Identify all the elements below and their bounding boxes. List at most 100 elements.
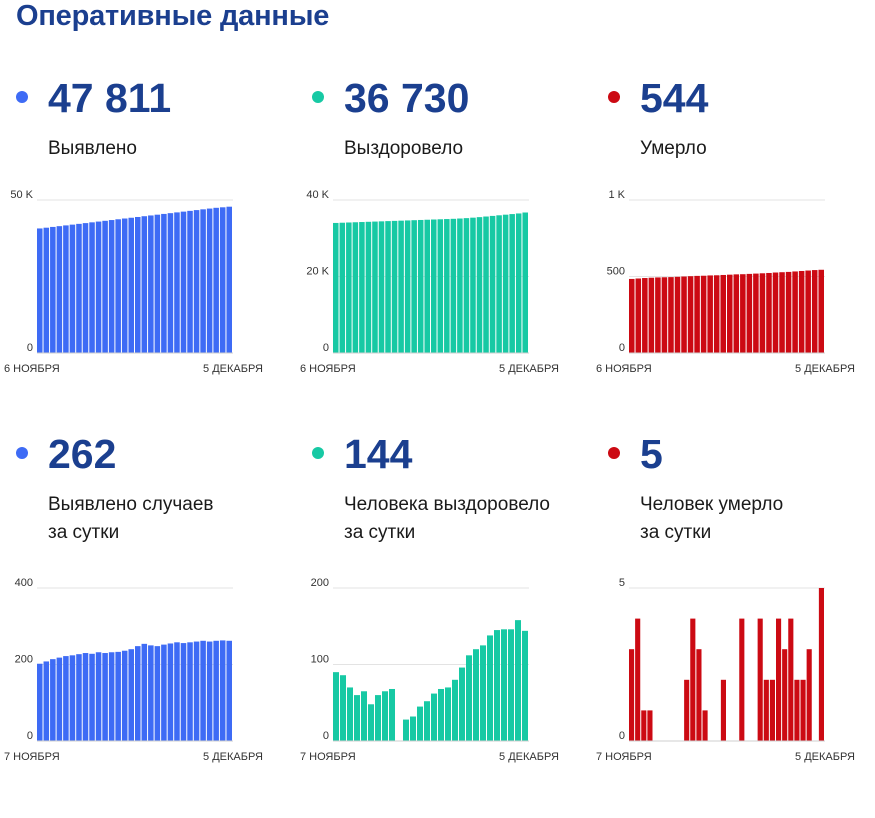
bar xyxy=(219,640,226,741)
bar xyxy=(187,642,193,741)
bar xyxy=(391,220,398,353)
bar xyxy=(759,273,766,353)
bar xyxy=(382,691,388,741)
bar xyxy=(76,654,82,741)
bar xyxy=(95,652,102,741)
y-tick-label: 20 K xyxy=(306,266,329,278)
bar xyxy=(763,679,769,741)
legend-dot xyxy=(16,91,28,103)
y-tick-label: 100 xyxy=(311,654,329,666)
bar xyxy=(43,227,50,353)
bar xyxy=(772,272,779,353)
bar xyxy=(417,706,423,741)
bar xyxy=(424,701,430,741)
bar xyxy=(720,679,726,741)
bar xyxy=(102,653,108,741)
bar xyxy=(466,655,472,741)
bar xyxy=(398,220,404,353)
bar xyxy=(438,688,444,741)
bar xyxy=(95,221,102,353)
bar xyxy=(727,274,733,353)
bar xyxy=(647,710,653,741)
bar xyxy=(193,210,200,353)
bar xyxy=(56,657,63,741)
bar xyxy=(82,223,89,353)
bar xyxy=(746,273,753,353)
stat-label: Выявлено xyxy=(48,138,137,159)
y-tick-label: 5 xyxy=(619,577,625,589)
bar-chart: 0 50 K 6 НОЯБРЯ 5 ДЕКАБРЯ xyxy=(4,189,263,375)
bar xyxy=(450,218,457,353)
bar xyxy=(480,645,486,741)
bar xyxy=(515,213,522,353)
bar xyxy=(108,652,115,741)
bar xyxy=(733,274,740,353)
x-tick-label-start: 6 НОЯБРЯ xyxy=(596,363,652,375)
bar xyxy=(501,629,507,741)
bar xyxy=(522,630,528,741)
x-tick-label-end: 5 ДЕКАБРЯ xyxy=(795,363,855,375)
bar xyxy=(375,695,381,741)
bar xyxy=(776,618,782,741)
bar xyxy=(50,659,56,741)
bar xyxy=(757,618,763,741)
bar xyxy=(806,649,812,741)
stat-card: 36 730 Выздоровело 0 20 K 40 K 6 НОЯБРЯ 5 ДЕКА… xyxy=(300,72,602,462)
stat-label: Человека выздоровело xyxy=(344,494,551,515)
legend-dot xyxy=(312,91,324,103)
bar xyxy=(206,641,213,741)
bar xyxy=(668,277,674,353)
bar xyxy=(154,646,161,741)
bar xyxy=(515,620,521,741)
stat-value: 5 xyxy=(640,431,663,477)
legend-dot xyxy=(608,91,620,103)
bar xyxy=(687,276,694,353)
bar xyxy=(473,649,479,741)
bar xyxy=(404,220,411,353)
bar xyxy=(702,710,708,741)
bar xyxy=(648,277,655,353)
x-tick-label-start: 6 НОЯБРЯ xyxy=(300,363,356,375)
bar xyxy=(753,273,759,353)
bar xyxy=(642,278,648,353)
bar xyxy=(359,222,365,353)
bar-chart: 0 100 200 7 НОЯБРЯ 5 ДЕКАБРЯ xyxy=(300,577,559,763)
bar xyxy=(82,653,89,741)
bar xyxy=(805,270,811,353)
y-tick-label: 1 K xyxy=(608,189,625,201)
bar xyxy=(794,679,800,741)
bar xyxy=(141,216,148,353)
bar xyxy=(56,226,63,353)
bar xyxy=(782,649,788,741)
stat-value: 36 730 xyxy=(344,75,470,121)
bar xyxy=(818,269,824,353)
bar xyxy=(63,225,69,353)
y-tick-label: 0 xyxy=(27,730,33,742)
bar xyxy=(410,716,416,741)
bar xyxy=(161,213,167,353)
y-tick-label: 0 xyxy=(323,730,329,742)
bar xyxy=(818,588,824,741)
bar xyxy=(811,270,818,353)
bar xyxy=(206,208,213,353)
bar xyxy=(43,661,50,741)
bar xyxy=(365,221,372,353)
bar xyxy=(707,275,713,353)
bar xyxy=(635,618,641,741)
y-tick-label: 500 xyxy=(607,266,625,278)
stat-card: 262 Выявлено случаев за сутки 0 200 400 7 НОЯБ… xyxy=(4,428,306,818)
bar xyxy=(69,655,76,741)
bar-chart: 0 20 K 40 K 6 НОЯБРЯ 5 ДЕКАБРЯ xyxy=(300,189,559,375)
bar xyxy=(339,222,346,353)
bar xyxy=(89,653,95,741)
bar xyxy=(798,270,805,353)
bar xyxy=(69,224,76,353)
x-tick-label-end: 5 ДЕКАБРЯ xyxy=(499,363,559,375)
bar xyxy=(459,667,465,741)
bar xyxy=(174,212,180,353)
bar xyxy=(792,271,798,353)
bar xyxy=(681,276,687,353)
legend-dot xyxy=(16,447,28,459)
stat-label: Выздоровело xyxy=(344,138,464,159)
x-tick-label-start: 7 НОЯБРЯ xyxy=(596,751,652,763)
